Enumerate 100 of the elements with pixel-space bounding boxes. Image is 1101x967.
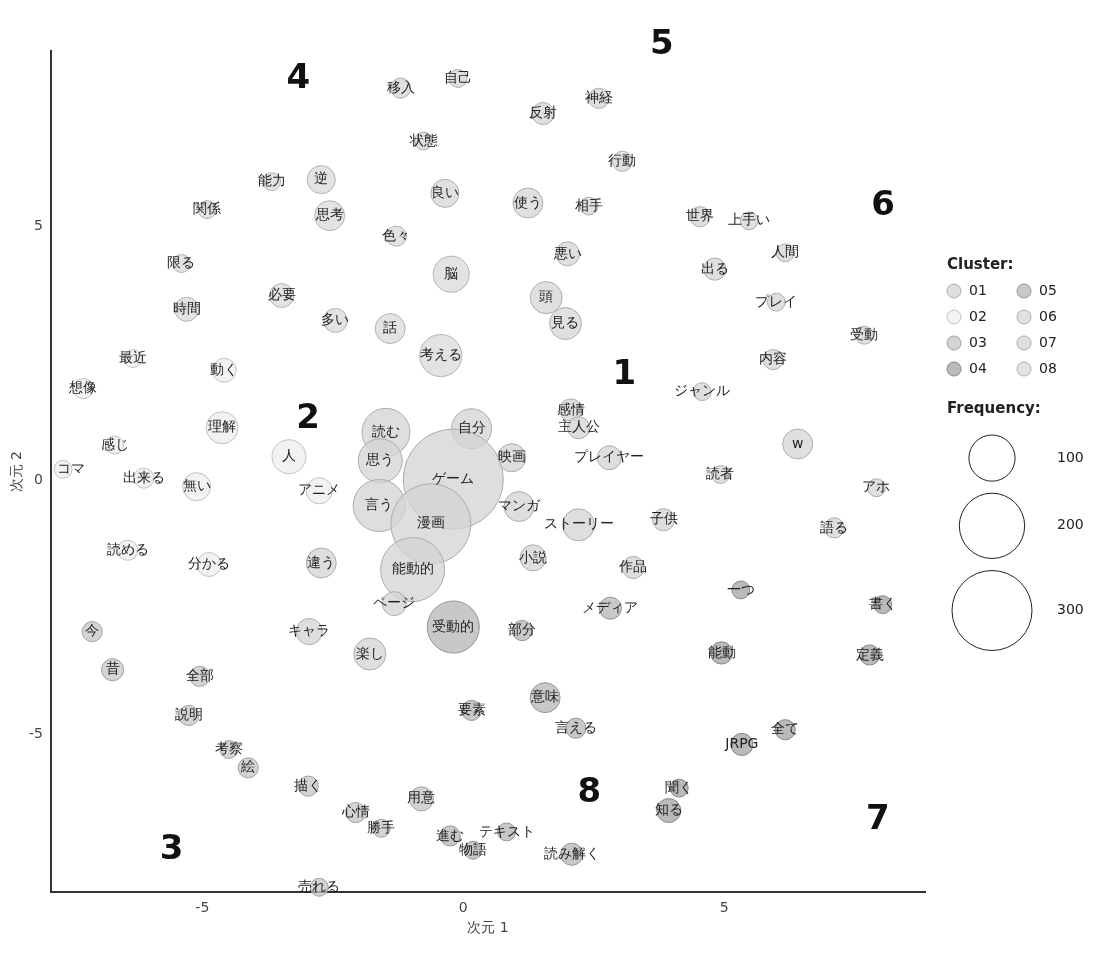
data-label: 必要 bbox=[267, 286, 296, 303]
data-label: 昔 bbox=[105, 660, 120, 677]
y-axis-title: 次元 2 bbox=[8, 451, 25, 493]
data-label: 人間 bbox=[771, 243, 800, 260]
data-label: 描く bbox=[294, 776, 323, 793]
data-label: 感じ bbox=[100, 435, 129, 452]
annotation: 7 bbox=[865, 796, 890, 837]
x-axis-title: 次元 1 bbox=[467, 919, 509, 936]
data-label: 自己 bbox=[444, 69, 472, 86]
data-label: 全部 bbox=[185, 666, 214, 683]
data-label: 感情 bbox=[556, 400, 585, 417]
legend-label: 06 bbox=[1039, 307, 1057, 324]
data-label: 勝手 bbox=[367, 818, 396, 835]
data-label: 要素 bbox=[457, 701, 486, 718]
data-label: 読者 bbox=[706, 465, 735, 482]
data-label: 反射 bbox=[529, 104, 558, 121]
data-label: 使う bbox=[513, 193, 542, 210]
data-label: 読む bbox=[372, 422, 400, 439]
data-label: 心情 bbox=[340, 803, 370, 820]
data-label: 頭 bbox=[539, 288, 554, 305]
data-label: 売れる bbox=[298, 877, 341, 894]
data-label: 多い bbox=[321, 311, 350, 328]
y-tick-label: -5 bbox=[29, 725, 44, 742]
data-label: アホ bbox=[862, 478, 891, 495]
data-label: コマ bbox=[57, 460, 86, 477]
annotation: 1 bbox=[612, 351, 637, 392]
data-label: 絵 bbox=[240, 758, 256, 775]
data-label: 語る bbox=[820, 518, 849, 535]
annotation: 6 bbox=[871, 183, 895, 224]
data-label: 時間 bbox=[172, 299, 201, 316]
data-label: 受動的 bbox=[432, 617, 475, 634]
data-label: 内容 bbox=[759, 350, 788, 367]
data-label: 良い bbox=[430, 184, 459, 200]
data-label: 無い bbox=[182, 477, 211, 494]
data-label: 移入 bbox=[386, 78, 415, 95]
data-label: プレイ bbox=[755, 292, 798, 309]
legend-label: 200 bbox=[1057, 516, 1084, 533]
y-tick-label: 5 bbox=[34, 217, 44, 234]
data-label: 読み解く bbox=[543, 844, 600, 861]
data-label: 考察 bbox=[214, 740, 243, 757]
data-label: アニメ bbox=[298, 481, 341, 498]
data-label: 主人公 bbox=[557, 418, 600, 435]
x-tick-label: 5 bbox=[719, 899, 729, 916]
data-label: 世界 bbox=[686, 207, 715, 224]
data-label: 一つ bbox=[726, 580, 755, 597]
annotation: 4 bbox=[286, 55, 311, 96]
data-label: 作品 bbox=[618, 558, 648, 575]
data-label: 思う bbox=[365, 451, 395, 468]
data-label: テキスト bbox=[478, 822, 535, 839]
data-label: 動く bbox=[210, 360, 239, 377]
legend-title: Cluster: bbox=[947, 254, 1014, 273]
data-label: 神経 bbox=[584, 88, 613, 105]
data-label: 話 bbox=[383, 319, 398, 336]
data-label: キャラ bbox=[288, 622, 331, 639]
data-label: 定義 bbox=[855, 645, 884, 662]
data-label: 出来る bbox=[122, 468, 165, 485]
data-label: JRPG bbox=[724, 735, 759, 752]
legend-label: 300 bbox=[1057, 601, 1084, 618]
annotation: 2 bbox=[296, 395, 320, 436]
data-label: 今 bbox=[85, 622, 100, 639]
data-label: 全て bbox=[771, 720, 800, 737]
x-tick-label: 0 bbox=[458, 899, 468, 916]
data-label: 能動的 bbox=[391, 560, 434, 577]
data-label: 楽し bbox=[355, 644, 384, 661]
legend-label: 05 bbox=[1039, 281, 1057, 298]
data-label: 想像 bbox=[68, 379, 98, 396]
legend-label: 08 bbox=[1039, 359, 1057, 376]
text: Frequency: bbox=[947, 398, 1041, 417]
data-label: 受動 bbox=[850, 325, 879, 342]
data-label: 意味 bbox=[530, 688, 560, 705]
data-label: 用意 bbox=[407, 789, 436, 806]
annotation: 8 bbox=[577, 769, 602, 810]
data-label: メディア bbox=[582, 598, 639, 615]
data-label: 悪い bbox=[552, 244, 582, 261]
data-label: 小説 bbox=[519, 548, 548, 565]
data-label: 相手 bbox=[574, 196, 603, 213]
data-label: 書く bbox=[868, 595, 897, 612]
data-label: 行動 bbox=[608, 151, 637, 168]
data-label: プレイヤー bbox=[574, 448, 645, 465]
data-label: 読める bbox=[106, 540, 149, 557]
legend-label: 100 bbox=[1057, 448, 1084, 465]
data-label: 違う bbox=[307, 553, 336, 570]
data-label: 能力 bbox=[257, 172, 286, 189]
data-label: 知る bbox=[654, 801, 683, 818]
legend-label: 02 bbox=[969, 307, 987, 324]
data-label: 映画 bbox=[497, 448, 526, 465]
data-label: 思考 bbox=[314, 206, 344, 223]
data-label: 逆 bbox=[314, 170, 329, 187]
data-label: 言う bbox=[365, 496, 394, 513]
data-label: 関係 bbox=[193, 200, 222, 217]
x-tick-label: -5 bbox=[195, 899, 210, 916]
data-label: 状態 bbox=[408, 131, 438, 148]
legend-label: 04 bbox=[969, 359, 987, 376]
data-label: ページ bbox=[373, 594, 416, 611]
data-label: 見る bbox=[551, 314, 580, 331]
y-tick-label: 0 bbox=[34, 471, 44, 488]
data-label: マンガ bbox=[498, 497, 542, 514]
data-label: 物語 bbox=[459, 840, 488, 857]
annotation: 5 bbox=[650, 21, 674, 62]
data-label: 分かる bbox=[188, 555, 231, 572]
